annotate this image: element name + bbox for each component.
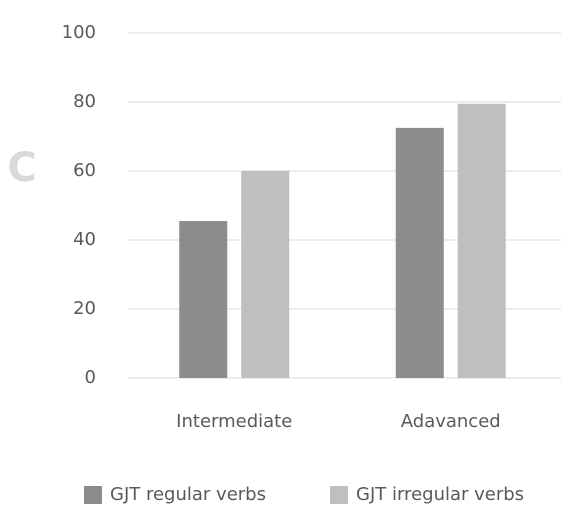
bar bbox=[395, 127, 444, 378]
legend-swatch bbox=[330, 486, 348, 504]
bar bbox=[179, 221, 228, 378]
y-tick-label: 80 bbox=[73, 91, 96, 112]
x-tick-label: Adavanced bbox=[401, 411, 501, 432]
y-tick-label: 60 bbox=[73, 160, 96, 181]
legend-label: GJT regular verbs bbox=[110, 484, 266, 505]
legend-swatch bbox=[84, 486, 102, 504]
x-tick-label: Intermediate bbox=[176, 411, 292, 432]
y-tick-label: 20 bbox=[73, 298, 96, 319]
y-tick-label: 40 bbox=[73, 229, 96, 250]
panel-label: C bbox=[7, 145, 36, 191]
legend-label: GJT irregular verbs bbox=[356, 484, 524, 505]
y-tick-label: 100 bbox=[62, 22, 96, 43]
bar bbox=[457, 103, 506, 378]
y-tick-label: 0 bbox=[85, 367, 96, 388]
bar bbox=[241, 171, 290, 378]
